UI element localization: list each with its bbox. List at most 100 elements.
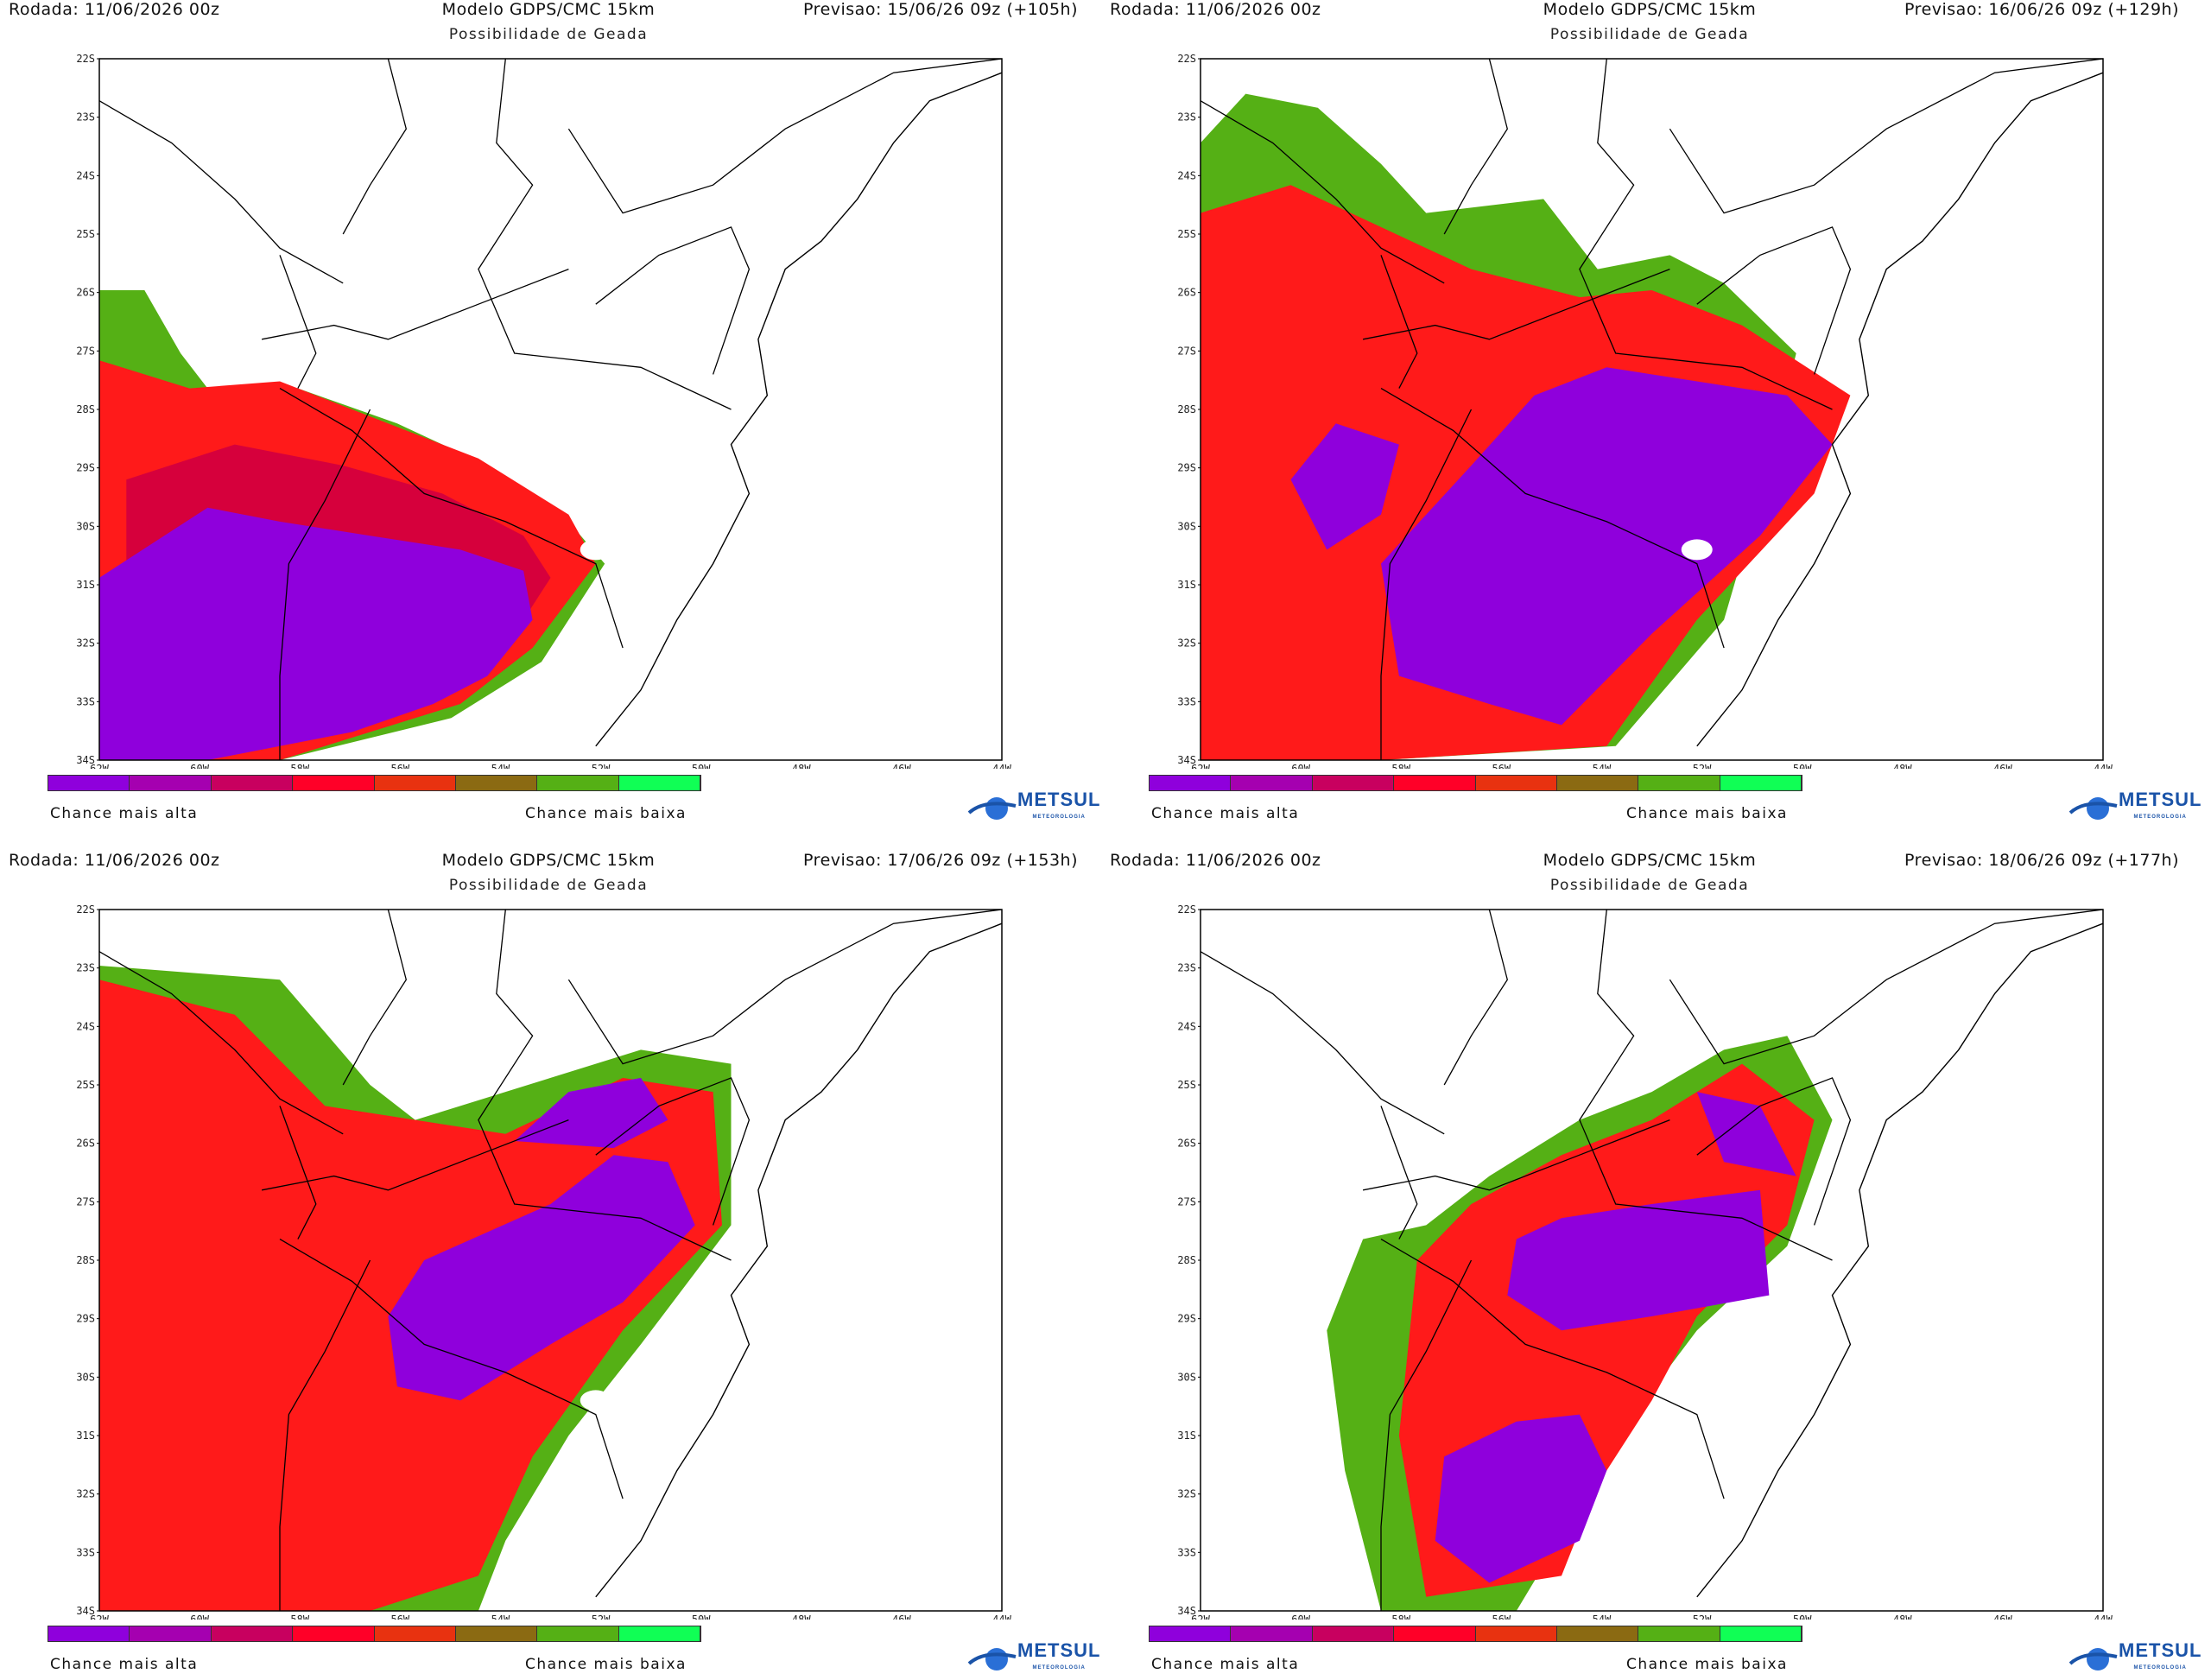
legend-swatch	[618, 1626, 700, 1641]
legend-swatch	[537, 1626, 619, 1641]
lon-tick-label: 54W	[1593, 763, 1612, 769]
lon-tick-label: 56W	[1492, 763, 1511, 769]
legend-swatch	[1638, 776, 1720, 790]
border-line	[98, 951, 344, 1135]
lat-tick-label: 23S	[1177, 111, 1196, 124]
legend-swatch	[1231, 1626, 1313, 1641]
border-line	[261, 1119, 569, 1191]
color-legend	[1149, 775, 1802, 791]
legend-swatch	[1638, 1626, 1720, 1641]
legend-swatch	[1475, 776, 1557, 790]
model-label: Modelo GDPS/CMC 15km	[1543, 851, 1757, 870]
lat-tick-label: 32S	[1177, 1488, 1196, 1500]
lon-tick-label: 54W	[491, 1613, 510, 1620]
legend-swatch	[293, 776, 375, 790]
lat-tick-label: 33S	[1177, 695, 1196, 707]
logo-subtext: METEOROLOGIA	[1032, 1665, 1086, 1670]
border-line	[1443, 909, 1509, 1086]
lon-tick-label: 44W	[2094, 763, 2113, 769]
border-line	[279, 1259, 371, 1611]
border-line	[279, 409, 371, 760]
lon-tick-label: 48W	[792, 763, 811, 769]
legend-swatch	[374, 776, 456, 790]
lat-tick-label: 25S	[1177, 1079, 1196, 1091]
legend-swatch	[455, 776, 538, 790]
legend-swatch	[211, 1626, 294, 1641]
map-subtitle: Possibilidade de Geada	[1549, 877, 1750, 894]
lat-tick-label: 28S	[1177, 403, 1196, 415]
lat-tick-label: 28S	[1177, 1254, 1196, 1266]
globe-icon	[2068, 1648, 2118, 1670]
lat-tick-label: 32S	[76, 1488, 95, 1500]
border-line	[98, 100, 344, 284]
lon-tick-label: 46W	[1993, 1613, 2012, 1620]
border-line	[1200, 100, 1445, 284]
lat-tick-label: 29S	[1177, 462, 1196, 474]
map-panel-4: Modelo GDPS/CMC 15km Rodada: 11/06/2026 0…	[1101, 851, 2201, 1680]
lon-tick-label: 50W	[692, 1613, 711, 1620]
legend-swatch	[1720, 1626, 1802, 1641]
frost-area	[1435, 1414, 1607, 1583]
lon-tick-label: 44W	[992, 1613, 1011, 1620]
lat-tick-label: 23S	[76, 111, 95, 124]
legend-swatch	[130, 1626, 212, 1641]
frost-area	[388, 1155, 695, 1401]
lon-tick-label: 52W	[1693, 1613, 1712, 1620]
lat-tick-label: 27S	[1177, 1195, 1196, 1208]
legend-swatch	[1231, 776, 1313, 790]
frost-map: 22S23S24S25S26S27S28S29S30S31S32S33S34S6…	[76, 903, 1011, 1620]
frost-map: 22S23S24S25S26S27S28S29S30S31S32S33S34S6…	[1177, 903, 2113, 1620]
border-line	[1200, 951, 1445, 1135]
lat-tick-label: 27S	[76, 1195, 95, 1208]
lat-tick-label: 32S	[76, 637, 95, 650]
metsul-logo: METSUL METEOROLOGIA	[967, 1641, 1100, 1677]
legend-swatch	[537, 776, 619, 790]
lon-tick-label: 56W	[390, 1613, 409, 1620]
lat-tick-label: 30S	[1177, 1371, 1196, 1383]
forecast-label: Previsao: 17/06/26 09z (+153h)	[803, 851, 1078, 870]
run-label: Rodada: 11/06/2026 00z	[9, 0, 220, 19]
lon-tick-label: 58W	[1391, 1613, 1410, 1620]
color-legend	[48, 1626, 701, 1642]
lat-tick-label: 24S	[1177, 1020, 1196, 1032]
forecast-label: Previsao: 15/06/26 09z (+105h)	[803, 0, 1078, 19]
logo-subtext: METEOROLOGIA	[2133, 815, 2187, 820]
run-label: Rodada: 11/06/2026 00z	[1110, 851, 1321, 870]
lat-tick-label: 28S	[76, 1254, 95, 1266]
lat-tick-label: 29S	[1177, 1313, 1196, 1325]
border-line	[1380, 1106, 1418, 1239]
lat-tick-label: 23S	[1177, 962, 1196, 974]
lon-tick-label: 52W	[592, 1613, 611, 1620]
border-line	[1380, 1259, 1473, 1611]
lat-tick-label: 26S	[1177, 287, 1196, 299]
lon-tick-label: 62W	[1191, 763, 1210, 769]
lat-tick-label: 23S	[76, 962, 95, 974]
legend-high-label: Chance mais alta	[1151, 1656, 1300, 1673]
legend-swatch	[374, 1626, 456, 1641]
border-line	[279, 388, 624, 649]
color-legend	[48, 775, 701, 791]
lon-tick-label: 48W	[1893, 763, 1912, 769]
frost-area	[1290, 423, 1399, 550]
frost-map: 22S23S24S25S26S27S28S29S30S31S32S33S34S6…	[76, 53, 1011, 769]
legend-low-label: Chance mais baixa	[525, 805, 687, 822]
border-line	[595, 1077, 751, 1226]
map-subtitle: Possibilidade de Geada	[448, 26, 649, 43]
lat-tick-label: 33S	[76, 695, 95, 707]
border-line	[279, 255, 317, 389]
border-line	[595, 226, 751, 375]
lon-tick-label: 46W	[892, 763, 911, 769]
lat-tick-label: 31S	[1177, 579, 1196, 591]
lon-tick-label: 48W	[1893, 1613, 1912, 1620]
map-panel-3: Modelo GDPS/CMC 15km Rodada: 11/06/2026 0…	[0, 851, 1100, 1680]
border-line	[1362, 1119, 1670, 1191]
legend-swatch	[130, 776, 212, 790]
color-legend	[1149, 1626, 1802, 1642]
frost-area	[1381, 367, 1833, 726]
legend-swatch	[1150, 1626, 1232, 1641]
lat-tick-label: 24S	[76, 169, 95, 181]
lat-tick-label: 29S	[76, 1313, 95, 1325]
lat-tick-label: 22S	[1177, 53, 1196, 65]
border-line	[1362, 268, 1670, 340]
legend-swatch	[455, 1626, 538, 1641]
